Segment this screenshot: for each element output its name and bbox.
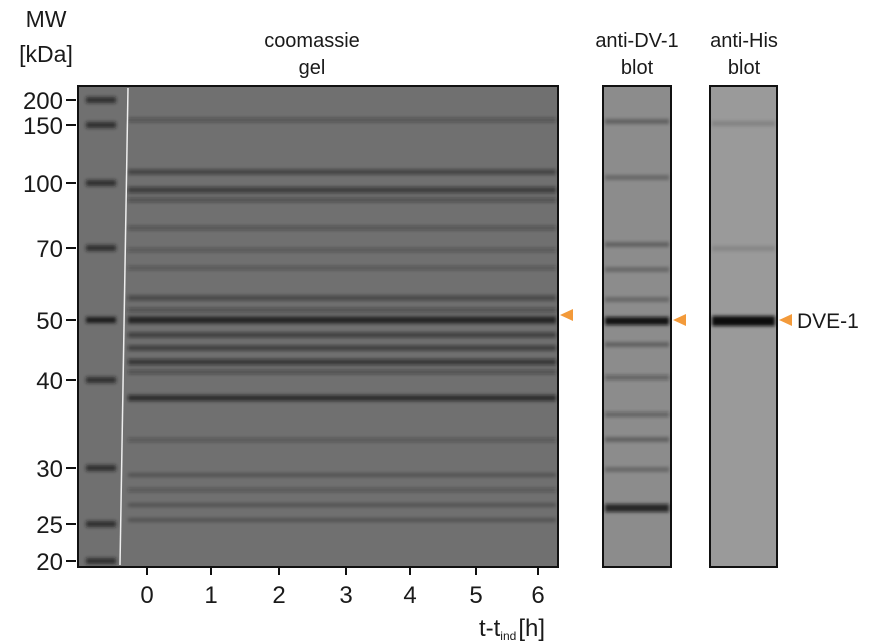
blot-band <box>605 342 669 347</box>
x-label-sub: ind <box>500 629 516 643</box>
blot-panel <box>709 85 778 568</box>
panel-title: anti-His <box>710 30 778 52</box>
mw-label: 200 <box>23 88 63 115</box>
gel-band <box>128 473 556 477</box>
blot-band <box>605 467 669 472</box>
gel-band <box>128 248 556 252</box>
ladder-band <box>86 122 116 128</box>
arrow <box>673 314 686 326</box>
gel-band <box>128 370 556 374</box>
arrow <box>779 314 792 326</box>
gel-band <box>128 316 556 324</box>
gel-band <box>128 187 556 193</box>
gel-band <box>128 359 556 365</box>
panel-title: gel <box>299 57 326 79</box>
blot-band <box>605 242 669 247</box>
gel-band <box>128 438 556 442</box>
mw-label: 150 <box>23 113 63 140</box>
blot-band <box>712 316 775 326</box>
arrow <box>560 309 573 321</box>
mw-label: 100 <box>23 171 63 198</box>
gel-band <box>128 503 556 507</box>
gel-band <box>128 198 556 202</box>
blot-band <box>605 119 669 124</box>
gel-band <box>128 518 556 522</box>
x-label-main: t-t <box>479 615 501 642</box>
panel-title: blot <box>621 57 654 79</box>
blot-band <box>605 412 669 417</box>
lane-label: 4 <box>403 582 416 609</box>
ladder-band <box>86 245 116 251</box>
panel-title: coomassie <box>264 30 360 52</box>
ladder-band <box>86 521 116 527</box>
blot-band <box>605 175 669 180</box>
gel-panel <box>77 85 559 568</box>
gel-band <box>128 169 556 175</box>
mw-label: 25 <box>36 512 63 539</box>
gel-band <box>128 266 556 270</box>
mw-label: 20 <box>36 549 63 576</box>
mw-label: 30 <box>36 456 63 483</box>
arrow-label: DVE-1 <box>797 310 859 333</box>
axis-title: MW <box>26 6 67 32</box>
gel-band <box>128 332 556 338</box>
lane-label: 3 <box>339 582 352 609</box>
mw-label: 50 <box>36 308 63 335</box>
ladder-band <box>86 465 116 471</box>
x-label-unit: [h] <box>518 615 545 642</box>
blot-band <box>605 437 669 442</box>
panel-title: anti-DV-1 <box>595 30 678 52</box>
gel-band <box>128 118 556 122</box>
ladder-band <box>86 180 116 186</box>
blot-band <box>605 504 669 512</box>
ladder-band <box>86 97 116 103</box>
ladder-band <box>86 558 116 564</box>
x-axis-label: t-tind[h] <box>479 615 545 643</box>
gel-band <box>128 345 556 351</box>
gel-band <box>128 295 556 301</box>
blot-band <box>605 267 669 272</box>
blot-band <box>605 317 669 325</box>
axis-title: [kDa] <box>19 41 73 67</box>
lane-label: 1 <box>204 582 217 609</box>
panel-title: blot <box>728 57 761 79</box>
mw-label: 70 <box>36 236 63 263</box>
gel-band <box>128 395 556 401</box>
lane-label: 6 <box>531 582 544 609</box>
gel-edge <box>119 87 129 566</box>
blot-band <box>605 297 669 302</box>
mw-label: 40 <box>36 368 63 395</box>
blot-band <box>712 121 775 126</box>
gel-band <box>128 226 556 230</box>
blot-band <box>605 375 669 380</box>
blot-panel <box>602 85 672 568</box>
gel-band <box>128 308 556 312</box>
gel-band <box>128 488 556 492</box>
ladder-band <box>86 377 116 383</box>
lane-label: 0 <box>140 582 153 609</box>
lane-label: 5 <box>469 582 482 609</box>
bands <box>86 97 775 564</box>
ladder-band <box>86 317 116 323</box>
lane-label: 2 <box>272 582 285 609</box>
blot-band <box>712 246 775 251</box>
